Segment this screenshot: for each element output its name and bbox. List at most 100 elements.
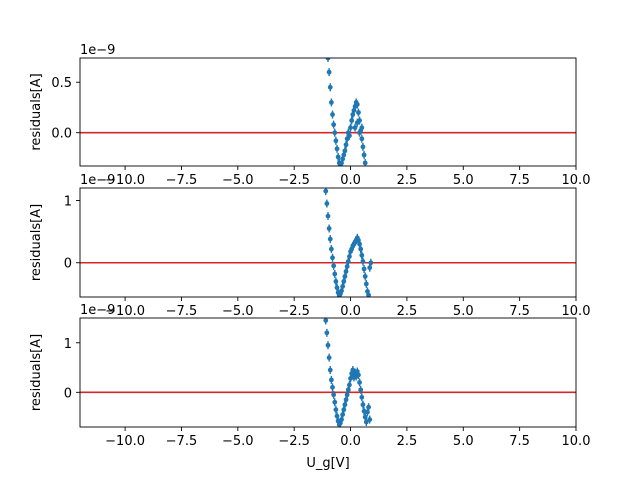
- axes-frame: [79, 187, 577, 298]
- x-tick-label: 10.0: [562, 434, 591, 449]
- subplot-2: −10.0 −7.5 −5.0 −2.5 0.0 2.5 5.0 7.5 10.0 0 1 1e−9 r…: [29, 173, 590, 319]
- data-series: [323, 188, 374, 297]
- subplot-1: −10.0 −7.5 −5.0 −2.5 0.0 2.5 5.0 7.5 10.0 0.0 0.5 1…: [29, 43, 590, 188]
- y-tick-label: 0.0: [51, 127, 72, 142]
- data-point: [324, 201, 330, 206]
- x-tick-label: 7.5: [509, 434, 530, 449]
- data-point: [331, 392, 337, 398]
- data-point: [331, 263, 337, 269]
- data-point: [323, 188, 329, 194]
- data-point: [348, 125, 353, 131]
- data-series: [323, 318, 373, 427]
- data-point: [357, 380, 362, 385]
- x-tick-label: 5.0: [453, 304, 474, 319]
- x-tick-label: −7.5: [166, 434, 198, 449]
- data-point: [363, 419, 369, 425]
- data-point: [357, 130, 362, 136]
- data-point: [327, 367, 333, 373]
- data-point: [362, 274, 368, 279]
- data-point: [361, 266, 367, 272]
- x-tick-label: 2.5: [397, 434, 418, 449]
- y-tick-label: 1: [64, 194, 72, 209]
- data-point: [356, 110, 361, 115]
- x-tick-label: −5.0: [222, 173, 254, 188]
- x-tick-label: 5.0: [453, 434, 474, 449]
- data-point: [359, 125, 365, 131]
- data-point: [361, 152, 367, 158]
- data-point: [349, 118, 355, 123]
- data-point: [347, 382, 352, 388]
- data-point: [366, 404, 371, 410]
- data-point: [332, 399, 338, 405]
- x-tick-label: 0.0: [340, 173, 361, 188]
- data-point: [363, 281, 369, 287]
- data-point: [325, 213, 331, 219]
- x-tick-label: −10.0: [105, 434, 145, 449]
- data-point: [352, 125, 358, 131]
- data-point: [360, 402, 366, 408]
- x-tick-label: 2.5: [397, 304, 418, 319]
- data-point: [358, 246, 364, 252]
- data-point: [327, 236, 333, 242]
- x-tick-label: −10.0: [105, 173, 145, 188]
- axes-frame: [79, 317, 577, 428]
- x-tick-label: 7.5: [509, 173, 530, 188]
- data-point: [359, 394, 365, 400]
- axes-frame: [79, 57, 577, 167]
- data-point: [359, 136, 365, 142]
- data-point: [354, 120, 360, 125]
- data-point: [332, 271, 338, 277]
- data-point: [360, 144, 366, 150]
- x-tick-label: −7.5: [166, 304, 198, 319]
- x-tick-label: −5.0: [222, 434, 254, 449]
- x-tick-label: 10.0: [562, 304, 591, 319]
- x-axis-label: U_g[V]: [306, 456, 349, 471]
- data-point: [325, 58, 331, 61]
- data-point: [360, 259, 366, 264]
- data-point: [366, 292, 371, 297]
- y-tick-label: 0: [64, 257, 72, 272]
- x-tick-label: 0.0: [340, 304, 361, 319]
- data-point: [332, 130, 338, 136]
- data-point: [334, 146, 340, 152]
- y-tick-label: 0.5: [51, 76, 72, 91]
- data-point: [359, 252, 365, 258]
- data-point: [330, 255, 335, 261]
- data-point: [327, 84, 333, 90]
- data-point: [331, 122, 337, 128]
- x-tick-label: 7.5: [509, 304, 530, 319]
- data-point: [330, 384, 335, 390]
- data-point: [328, 377, 334, 383]
- data-series: [325, 58, 368, 166]
- data-point: [362, 160, 368, 166]
- data-point: [356, 372, 361, 378]
- data-point: [368, 260, 374, 266]
- data-point: [333, 407, 339, 413]
- x-tick-label: −2.5: [278, 173, 310, 188]
- x-tick-label: −2.5: [278, 434, 310, 449]
- subplot-3: −10.0 −7.5 −5.0 −2.5 0.0 2.5 5.0 7.5 10.0 0 1 1e−9 r…: [29, 303, 590, 471]
- y-scale-offset-label: 1e−9: [80, 303, 115, 318]
- data-point: [335, 154, 341, 160]
- x-tick-label: 10.0: [562, 173, 591, 188]
- data-point: [325, 342, 331, 348]
- x-tick-label: −7.5: [166, 173, 198, 188]
- data-point: [328, 100, 334, 105]
- data-point: [324, 330, 330, 336]
- data-point: [328, 246, 334, 252]
- data-point: [330, 112, 335, 117]
- y-scale-offset-label: 1e−9: [80, 43, 115, 58]
- y-axis-label: residuals[A]: [29, 73, 44, 150]
- x-tick-label: 0.0: [340, 434, 361, 449]
- x-tick-label: 5.0: [453, 173, 474, 188]
- y-tick-label: 1: [64, 337, 72, 352]
- x-tick-label: −2.5: [278, 304, 310, 319]
- x-tick-label: −5.0: [222, 304, 254, 319]
- data-point: [326, 69, 332, 75]
- data-point: [333, 279, 339, 284]
- data-point: [323, 318, 329, 323]
- data-point: [326, 226, 332, 231]
- x-tick-label: −10.0: [105, 304, 145, 319]
- data-point: [347, 133, 352, 139]
